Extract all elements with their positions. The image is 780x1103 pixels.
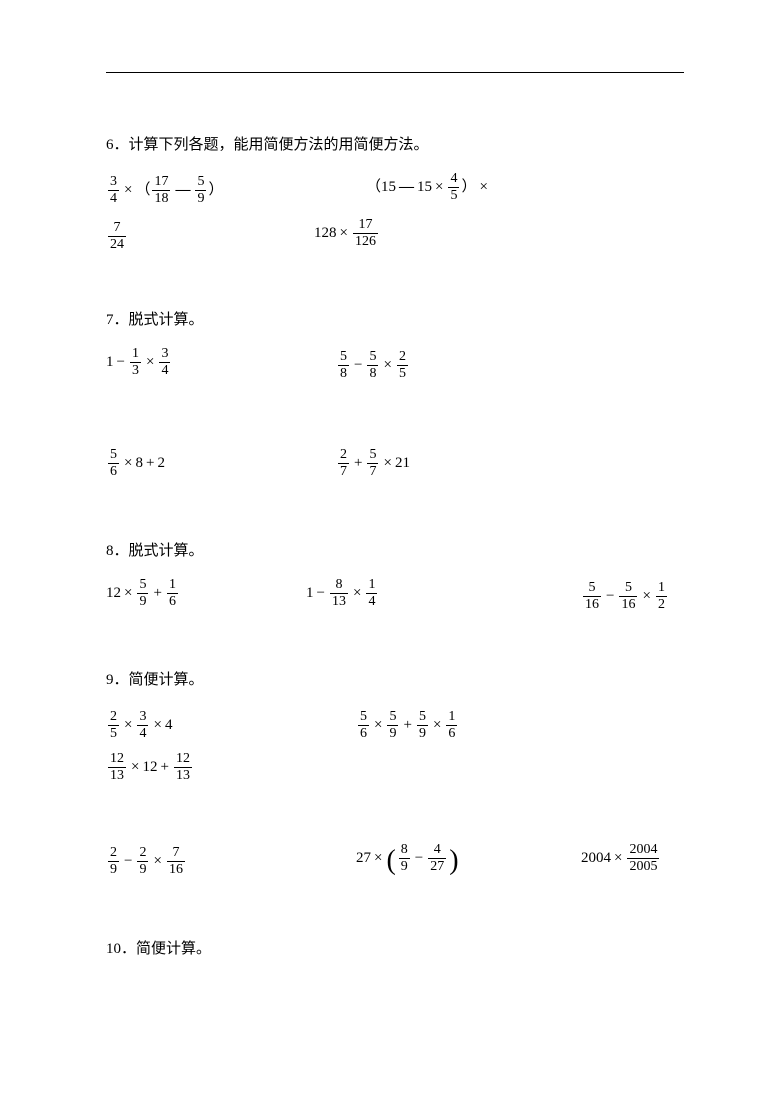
q9-expr6: 2004 × 20042005 (581, 843, 661, 874)
q6-expr4: 128 × 17126 (314, 218, 380, 249)
q9-expr3: 1213 × 12 + 1213 (106, 749, 194, 783)
q6-expr3: 724 (106, 218, 314, 252)
q7-row2: 56 × 8 + 2 27 + 57 × 21 (106, 445, 684, 479)
q7-title: 7．脱式计算。 (106, 308, 684, 329)
q8-title: 8．脱式计算。 (106, 539, 684, 560)
page-content: 6．计算下列各题，能用简便方法的用简便方法。 34 × （ 1718 — 59 … (0, 0, 780, 958)
q9-expr1: 25 × 34 × 4 (106, 707, 356, 741)
q7-expr2: 58 − 58 × 25 (336, 347, 410, 381)
q6-row1: 34 × （ 1718 — 59 ） （ 15 — 15 × 45 ） (106, 172, 684, 206)
q9-title: 9．简便计算。 (106, 668, 684, 689)
question-9: 9．简便计算。 25 × 34 × 4 56 × 59 + 59 × (106, 668, 684, 877)
question-6: 6．计算下列各题，能用简便方法的用简便方法。 34 × （ 1718 — 59 … (106, 133, 684, 252)
q8-expr3: 516 − 516 × 12 (581, 578, 669, 612)
q7-expr3: 56 × 8 + 2 (106, 445, 336, 479)
q9-expr4: 29 − 29 × 716 (106, 843, 356, 877)
q9-row2: 1213 × 12 + 1213 (106, 749, 684, 783)
q9-row1: 25 × 34 × 4 56 × 59 + 59 × 16 (106, 707, 684, 741)
question-10: 10．简便计算。 (106, 937, 684, 958)
q6-expr2: （ 15 — 15 × 45 ） × (366, 172, 491, 203)
q8-expr1: 12 × 59 + 16 (106, 578, 306, 609)
question-8: 8．脱式计算。 12 × 59 + 16 1 − 813 × 14 (106, 539, 684, 612)
q6-title: 6．计算下列各题，能用简便方法的用简便方法。 (106, 133, 684, 154)
q6-row2: 724 128 × 17126 (106, 218, 684, 252)
q7-expr1: 1 − 13 × 34 (106, 347, 336, 378)
question-7: 7．脱式计算。 1 − 13 × 34 58 − 58 × 25 (106, 308, 684, 479)
q9-expr5: 27 × ( 89 − 427 ) (356, 843, 581, 874)
top-rule (106, 72, 684, 73)
q7-row1: 1 − 13 × 34 58 − 58 × 25 (106, 347, 684, 381)
q9-expr2: 56 × 59 + 59 × 16 (356, 707, 459, 741)
q8-expr2: 1 − 813 × 14 (306, 578, 581, 609)
q9-row3: 29 − 29 × 716 27 × ( 89 − 427 ) (106, 843, 684, 877)
q8-row1: 12 × 59 + 16 1 − 813 × 14 516 (106, 578, 684, 612)
q7-expr4: 27 + 57 × 21 (336, 445, 410, 479)
q6-expr1: 34 × （ 1718 — 59 ） (106, 172, 366, 206)
q10-title: 10．简便计算。 (106, 937, 684, 958)
